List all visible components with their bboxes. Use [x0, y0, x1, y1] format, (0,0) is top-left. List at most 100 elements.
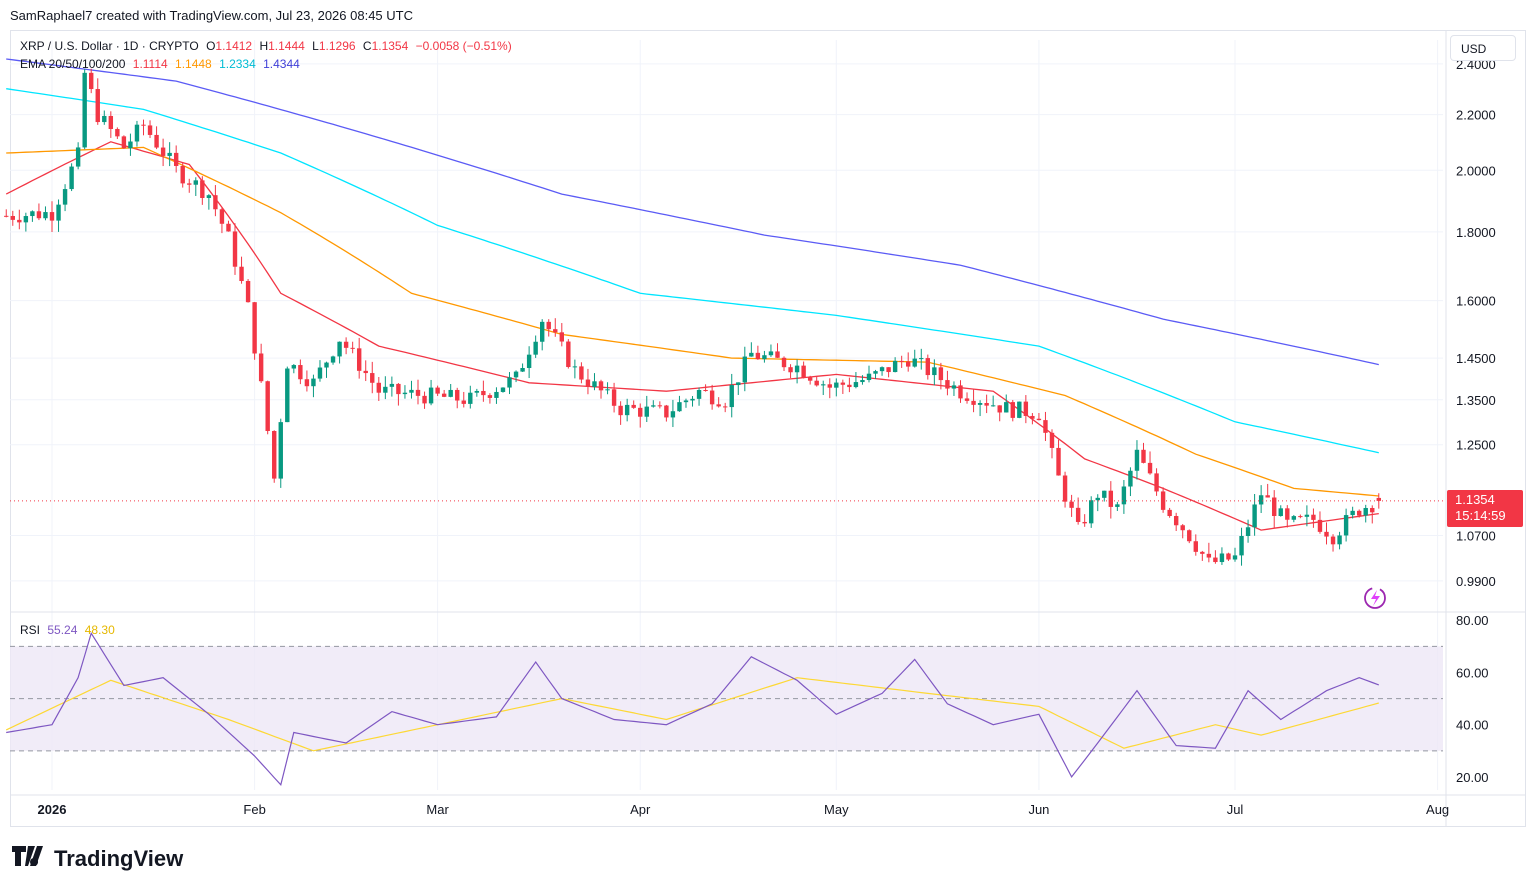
currency-button[interactable]: USD — [1450, 35, 1516, 61]
candle-body — [1258, 495, 1264, 505]
candle-body — [526, 354, 532, 369]
candle-body — [187, 183, 192, 185]
candle-body — [415, 389, 421, 396]
rsi-tick-label: 60.00 — [1456, 665, 1489, 680]
open-label: O — [206, 39, 216, 53]
candle-body — [1056, 447, 1061, 476]
candle-body — [219, 209, 225, 224]
candle-body — [925, 358, 931, 376]
candle-body — [1141, 449, 1146, 463]
candle-body — [350, 347, 355, 349]
candle-body — [441, 393, 447, 397]
candle-body — [17, 219, 22, 223]
candle-body — [1030, 415, 1035, 419]
date-tick-label: Jun — [1028, 802, 1049, 817]
candle-body — [409, 389, 414, 393]
rsi-tick-label: 40.00 — [1456, 718, 1489, 733]
high-value: 1.1444 — [268, 39, 305, 53]
candle-body — [1356, 510, 1362, 516]
candle-body — [1343, 515, 1349, 536]
candle-body — [801, 365, 806, 378]
candle-body — [389, 383, 395, 387]
candle-body — [147, 125, 153, 135]
candle-body — [703, 390, 708, 392]
candle-body — [951, 385, 957, 389]
candle-body — [657, 405, 663, 407]
candle-body — [729, 385, 734, 408]
candle-body — [690, 398, 695, 401]
symbol-legend: XRP / U.S. Dollar · 1D · CRYPTO O1.1412 … — [20, 39, 516, 53]
candle-body — [827, 384, 832, 388]
last-price-tag: 1.1354 15:14:59 — [1447, 490, 1523, 527]
candle-body — [631, 404, 636, 408]
candle-body — [1062, 475, 1068, 502]
candle-body — [572, 366, 578, 368]
open-value: 1.1412 — [215, 39, 253, 53]
candle-body — [1095, 497, 1100, 501]
chart-credit: SamRaphael7 created with TradingView.com… — [10, 8, 413, 23]
candle-body — [89, 72, 94, 90]
candle-body — [474, 390, 480, 393]
candle-body — [376, 382, 381, 393]
change-value: −0.0058 (−0.51%) — [415, 39, 512, 53]
candle-body — [964, 398, 970, 401]
candle-body — [755, 352, 761, 360]
candle-body — [775, 351, 780, 358]
price-tick-label: 2.2000 — [1456, 108, 1496, 123]
candle-body — [788, 367, 793, 373]
candle-body — [768, 351, 774, 356]
candle-body — [23, 216, 29, 223]
candle-body — [1219, 553, 1225, 563]
candle-body — [624, 404, 630, 416]
candle-body — [206, 195, 212, 198]
candle-body — [618, 405, 623, 416]
tv-logo-icon — [12, 846, 46, 872]
price-tick-label: 1.4500 — [1456, 351, 1496, 366]
candle-body — [200, 180, 205, 198]
candle-body — [1206, 553, 1212, 558]
candle-body — [252, 302, 257, 354]
candle-body — [383, 386, 388, 393]
candle-body — [579, 366, 584, 380]
candle-body — [1226, 553, 1231, 560]
candle-body — [677, 402, 682, 412]
candle-body — [324, 362, 329, 368]
candle-body — [10, 215, 15, 220]
replay-icon-ring — [1364, 587, 1386, 609]
replay-icon — [1364, 587, 1386, 609]
date-tick-label: Feb — [243, 802, 265, 817]
candle-body — [1049, 432, 1055, 448]
candle-body — [919, 358, 924, 360]
candle-body — [1128, 470, 1133, 487]
candle-body — [644, 406, 649, 417]
candle-body — [821, 384, 826, 386]
candle-body — [598, 381, 604, 391]
candle-body — [1239, 535, 1244, 556]
ema-line-ema100 — [6, 88, 1379, 454]
candle-body — [736, 382, 741, 386]
candle-body — [500, 387, 506, 392]
price-tick-label: 2.0000 — [1456, 163, 1496, 178]
last-price: 1.1354 — [1455, 492, 1495, 507]
candle-body — [716, 404, 721, 407]
candle-body — [258, 353, 264, 382]
price-tick-label: 1.0700 — [1456, 529, 1496, 544]
candle-body — [1376, 497, 1381, 501]
candle-body — [696, 390, 702, 399]
candle-body — [1265, 495, 1270, 498]
candlesticks — [4, 68, 1381, 566]
candle-body — [448, 389, 453, 397]
candle-body — [585, 379, 591, 387]
candle-body — [1370, 507, 1375, 513]
date-tick-label: Apr — [630, 802, 651, 817]
candle-body — [749, 352, 754, 357]
candle-body — [1193, 541, 1198, 552]
candle-body — [30, 211, 35, 217]
tradingview-logo[interactable]: TradingView — [12, 846, 183, 872]
candle-body — [899, 360, 904, 362]
candle-body — [1252, 504, 1257, 528]
ema-line-ema50 — [6, 146, 1379, 497]
ema-lines — [5, 58, 1379, 531]
rsi-lines — [5, 631, 1380, 787]
